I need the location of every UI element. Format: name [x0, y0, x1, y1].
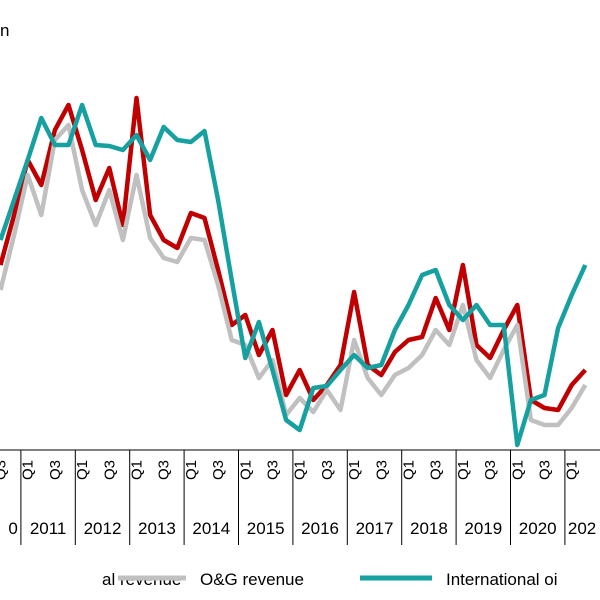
x-tick-label: Q1: [401, 460, 418, 480]
x-tick-label: Q1: [20, 460, 37, 480]
x-tick-label: Q1: [564, 460, 581, 480]
x-tick-label: Q3: [156, 460, 173, 480]
year-label: 2018: [410, 519, 448, 538]
x-tick-label: Q3: [537, 460, 554, 480]
x-tick-label: Q3: [47, 460, 64, 480]
legend-label: O&G revenue: [200, 570, 304, 589]
x-tick-label: Q1: [129, 460, 146, 480]
x-tick-label: Q3: [319, 460, 336, 480]
x-tick-label: Q3: [482, 460, 499, 480]
year-label: 2012: [84, 519, 122, 538]
legend-label: International oi: [446, 570, 558, 589]
x-tick-label: Q1: [346, 460, 363, 480]
x-tick-label: Q3: [373, 460, 390, 480]
line-series: [0, 122, 588, 428]
x-tick-label: Q3: [265, 460, 282, 480]
line-series: [0, 102, 588, 448]
chart-title: n: [0, 21, 9, 40]
x-tick-label: Q1: [183, 460, 200, 480]
x-tick-label: Q3: [101, 460, 118, 480]
year-label: 2017: [356, 519, 394, 538]
x-tick-label: Q1: [455, 460, 472, 480]
year-label: 0: [8, 519, 17, 538]
x-tick-label: Q1: [74, 460, 91, 480]
x-tick-label: Q3: [0, 460, 10, 480]
year-label: 2019: [464, 519, 502, 538]
year-label: 202: [568, 519, 596, 538]
x-tick-label: Q1: [509, 460, 526, 480]
x-tick-label: Q3: [428, 460, 445, 480]
x-tick-label: Q1: [292, 460, 309, 480]
year-label: 2014: [192, 519, 230, 538]
year-label: 2020: [519, 519, 557, 538]
x-tick-label: Q1: [237, 460, 254, 480]
year-label: 2013: [138, 519, 176, 538]
year-label: 2011: [30, 519, 67, 538]
year-label: 2015: [247, 519, 285, 538]
line-series: [0, 95, 587, 413]
x-tick-label: Q3: [210, 460, 227, 480]
year-label: 2016: [301, 519, 339, 538]
